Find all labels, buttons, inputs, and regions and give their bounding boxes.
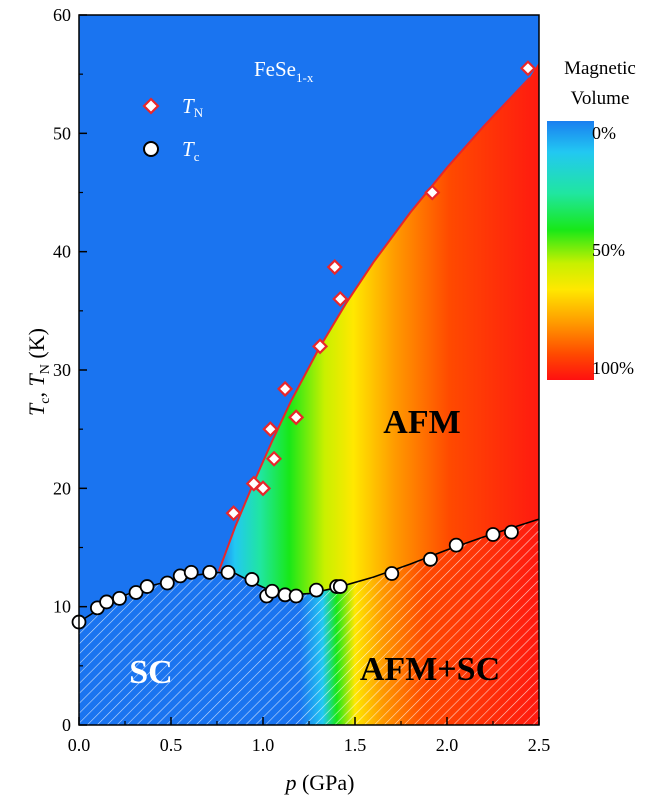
- legend-diamond-marker: [142, 97, 160, 115]
- tc-data-point: [384, 566, 400, 581]
- tc-data-point: [308, 582, 324, 598]
- y-tick-label: 20: [53, 478, 71, 498]
- tc-data-point: [202, 564, 218, 580]
- x-axis-ticks: 0.0 0.5 1.0 1.5 2.0 2.5: [68, 717, 551, 755]
- colorbar-gradient: [547, 121, 594, 380]
- x-tick-label: 0.5: [160, 735, 183, 755]
- legend: TN Tc: [142, 94, 204, 164]
- x-tick-label: 1.5: [344, 735, 367, 755]
- tc-data-point: [423, 551, 438, 567]
- tc-data-point: [220, 564, 236, 580]
- tc-data-point: [332, 579, 348, 594]
- x-tick-label: 1.0: [252, 735, 275, 755]
- tc-data-point: [503, 524, 519, 540]
- x-tick-label: 0.0: [68, 735, 91, 755]
- tn-data-point: [254, 480, 272, 497]
- y-tick-label: 30: [53, 360, 71, 380]
- material-label: FeSe1-x: [254, 57, 314, 85]
- tn-fit-curve: [217, 77, 531, 572]
- tc-data-point: [128, 585, 144, 600]
- colorbar-label-50: 50%: [592, 240, 625, 260]
- y-tick-label: 10: [53, 597, 71, 617]
- tc-data-point: [139, 579, 155, 594]
- tc-data-point: [264, 583, 280, 599]
- afm-region-label: AFM: [383, 404, 460, 441]
- tc-data-point: [448, 537, 464, 553]
- tn-data-point: [519, 60, 537, 77]
- tc-data-point: [99, 594, 114, 610]
- tc-data-point: [159, 575, 175, 591]
- colorbar-title-line1: Magnetic: [564, 58, 636, 79]
- tc-data-point: [288, 588, 304, 604]
- sc-region-label: SC: [129, 654, 172, 691]
- y-tick-label: 40: [53, 242, 71, 262]
- legend-tc-label: Tc: [182, 137, 200, 164]
- x-tick-label: 2.5: [528, 735, 551, 755]
- tn-data-point: [277, 380, 294, 397]
- tc-data-point: [183, 564, 199, 580]
- y-tick-label: 50: [53, 123, 71, 143]
- tn-data-point: [288, 409, 305, 426]
- tc-data-point: [244, 572, 260, 587]
- tn-series: [225, 60, 537, 522]
- colorbar-label-0: 0%: [592, 123, 616, 143]
- colorbar-label-100: 100%: [592, 358, 634, 378]
- y-tick-label: 60: [53, 5, 71, 25]
- tn-data-point: [262, 421, 279, 438]
- colorbar: Magnetic Volume 0% 50% 100%: [547, 58, 636, 380]
- tn-data-point: [326, 258, 343, 276]
- tc-data-point: [485, 527, 501, 542]
- tn-data-point: [265, 450, 283, 467]
- sc-hatched-region: [79, 519, 539, 725]
- x-tick-label: 2.0: [436, 735, 459, 755]
- tn-data-point: [225, 505, 242, 522]
- colorbar-title-line2: Volume: [571, 88, 630, 109]
- tn-data-point: [311, 338, 329, 355]
- legend-tn-label: TN: [182, 94, 204, 120]
- y-axis-ticks: 0 10 20 30 40 50 60: [53, 5, 87, 735]
- x-axis-label: p (GPa): [283, 770, 354, 795]
- tn-data-point: [332, 290, 349, 308]
- tc-data-point: [112, 590, 127, 606]
- y-axis-label: Tc, TN (K): [24, 328, 53, 416]
- tc-series: [71, 524, 519, 630]
- afm-sc-region-label: AFM+SC: [360, 651, 500, 688]
- legend-circle-marker: [143, 141, 159, 157]
- tn-data-point: [424, 184, 441, 201]
- y-tick-label: 0: [62, 715, 71, 735]
